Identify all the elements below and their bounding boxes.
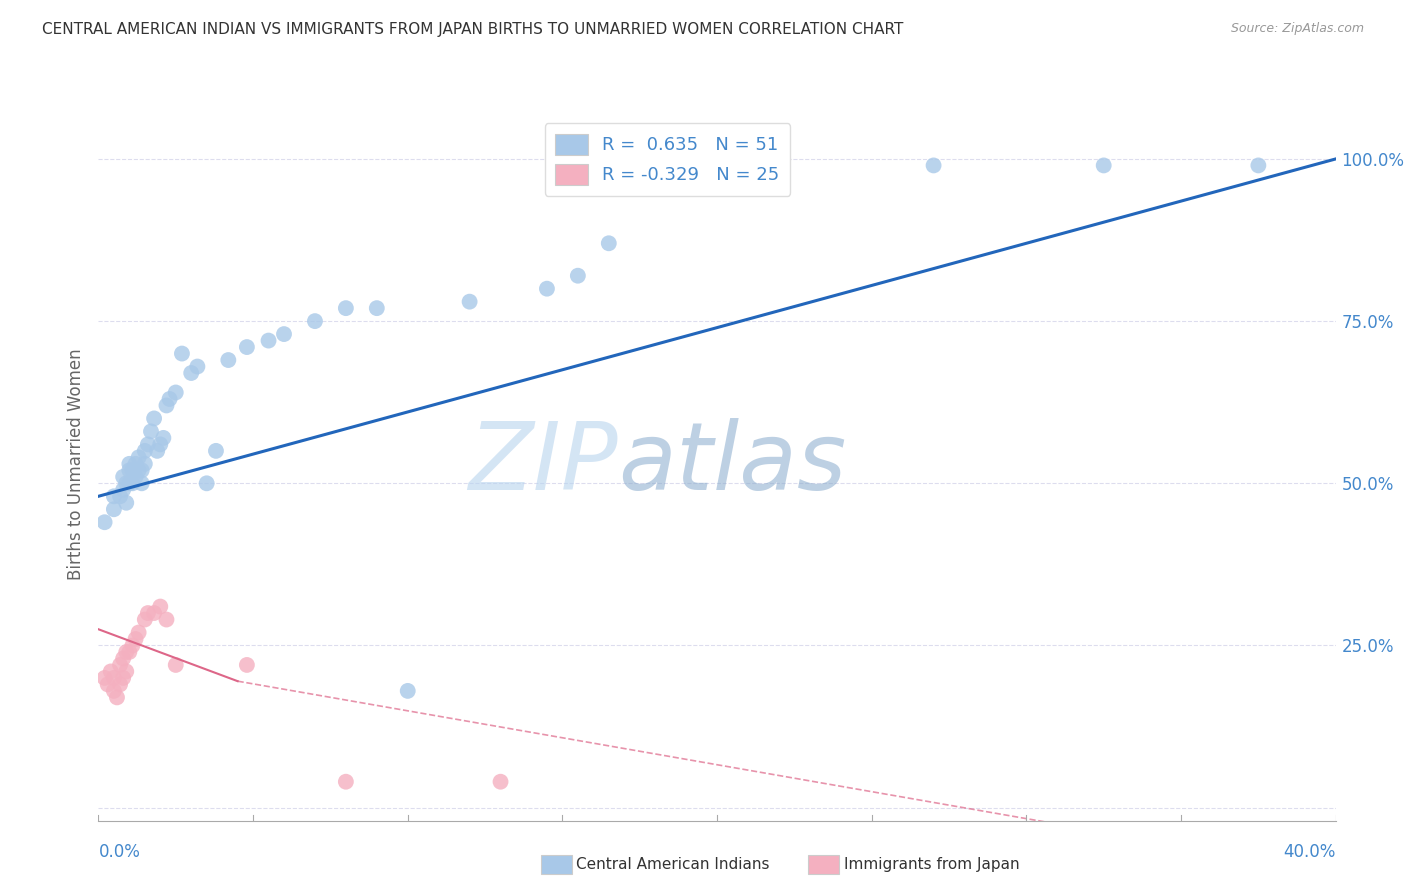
- Point: [97, 677, 120, 691]
- Point: [690, 158, 713, 172]
- Point: [118, 476, 141, 491]
- Point: [205, 443, 228, 458]
- Point: [143, 606, 166, 620]
- Point: [236, 657, 259, 672]
- Point: [180, 366, 202, 380]
- Point: [1092, 158, 1115, 172]
- Point: [131, 476, 153, 491]
- Point: [922, 158, 945, 172]
- Point: [170, 346, 193, 360]
- Point: [139, 425, 162, 439]
- Y-axis label: Births to Unmarried Women: Births to Unmarried Women: [66, 348, 84, 580]
- Text: CENTRAL AMERICAN INDIAN VS IMMIGRANTS FROM JAPAN BIRTHS TO UNMARRIED WOMEN CORRE: CENTRAL AMERICAN INDIAN VS IMMIGRANTS FR…: [42, 22, 904, 37]
- Point: [115, 496, 138, 510]
- Point: [128, 463, 150, 477]
- Text: ZIP: ZIP: [468, 418, 619, 509]
- Point: [257, 334, 280, 348]
- Point: [112, 671, 135, 685]
- Point: [396, 684, 419, 698]
- Point: [458, 294, 481, 309]
- Point: [134, 457, 156, 471]
- Legend: R =  0.635   N = 51, R = -0.329   N = 25: R = 0.635 N = 51, R = -0.329 N = 25: [544, 123, 790, 195]
- Point: [124, 632, 146, 646]
- Point: [152, 431, 174, 445]
- Point: [100, 665, 122, 679]
- Point: [165, 385, 187, 400]
- Point: [195, 476, 218, 491]
- Text: Immigrants from Japan: Immigrants from Japan: [844, 857, 1019, 871]
- Point: [567, 268, 589, 283]
- Point: [149, 437, 172, 451]
- Point: [108, 677, 131, 691]
- Point: [536, 282, 558, 296]
- Point: [124, 470, 146, 484]
- Point: [103, 502, 125, 516]
- Point: [489, 774, 512, 789]
- Point: [128, 625, 150, 640]
- Point: [146, 443, 169, 458]
- Point: [93, 671, 115, 685]
- Point: [149, 599, 172, 614]
- Point: [103, 684, 125, 698]
- Point: [366, 301, 388, 315]
- Point: [136, 606, 159, 620]
- Point: [143, 411, 166, 425]
- Point: [93, 515, 115, 529]
- Point: [118, 463, 141, 477]
- Point: [159, 392, 181, 406]
- Text: Central American Indians: Central American Indians: [576, 857, 770, 871]
- Point: [118, 457, 141, 471]
- Point: [304, 314, 326, 328]
- Point: [121, 639, 143, 653]
- Point: [335, 301, 357, 315]
- Point: [121, 463, 143, 477]
- Point: [186, 359, 208, 374]
- Text: 0.0%: 0.0%: [98, 843, 141, 861]
- Text: atlas: atlas: [619, 418, 846, 509]
- Point: [112, 483, 135, 497]
- Point: [108, 489, 131, 503]
- Point: [217, 353, 239, 368]
- Point: [273, 327, 295, 342]
- Point: [121, 476, 143, 491]
- Point: [112, 470, 135, 484]
- Point: [103, 489, 125, 503]
- Point: [598, 236, 620, 251]
- Point: [115, 665, 138, 679]
- Point: [136, 437, 159, 451]
- Point: [112, 651, 135, 665]
- Point: [105, 690, 128, 705]
- Point: [115, 645, 138, 659]
- Point: [108, 657, 131, 672]
- Point: [155, 399, 177, 413]
- Point: [118, 645, 141, 659]
- Text: 40.0%: 40.0%: [1284, 843, 1336, 861]
- Point: [124, 457, 146, 471]
- Point: [1247, 158, 1270, 172]
- Point: [134, 613, 156, 627]
- Point: [236, 340, 259, 354]
- Point: [128, 450, 150, 465]
- Point: [103, 671, 125, 685]
- Point: [134, 443, 156, 458]
- Point: [115, 476, 138, 491]
- Point: [131, 463, 153, 477]
- Point: [165, 657, 187, 672]
- Point: [155, 613, 177, 627]
- Text: Source: ZipAtlas.com: Source: ZipAtlas.com: [1230, 22, 1364, 36]
- Point: [335, 774, 357, 789]
